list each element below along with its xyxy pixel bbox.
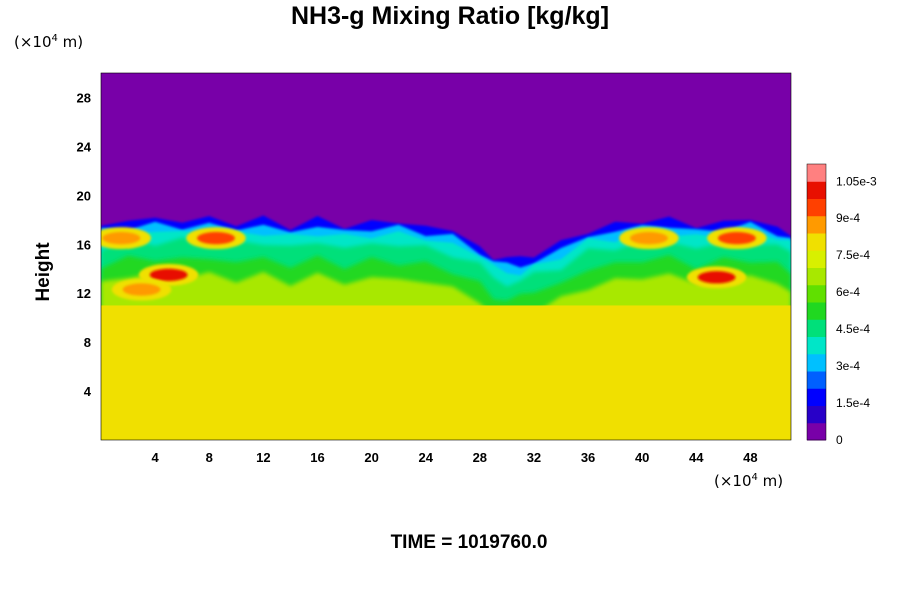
colorbar-swatch [807, 302, 826, 320]
colorbar: 0 1.5e-4 3e-4 4.5e-4 6e-4 7.5e-4 9e-4 1.05e-3 [806, 163, 877, 447]
colorbar-swatch [807, 198, 826, 217]
x-tick-label: 40 [635, 450, 649, 465]
high-value-patch [149, 268, 188, 281]
x-tick-label: 4 [152, 450, 160, 465]
x-tick-labels: 4 8 12 16 20 24 28 32 36 40 44 48 [152, 450, 758, 465]
x-tick-label: 20 [364, 450, 378, 465]
high-value-patch [197, 232, 235, 245]
x-tick-label: 8 [206, 450, 213, 465]
y-tick-label: 4 [84, 384, 92, 399]
high-value-patch [122, 283, 161, 296]
colorbar-swatch [807, 267, 826, 286]
high-value-patch [717, 232, 756, 245]
x-tick-label: 36 [581, 450, 595, 465]
colorbar-swatch [807, 181, 826, 199]
y-tick-label: 28 [77, 90, 91, 105]
colorbar-swatch [807, 388, 826, 406]
y-tick-label: 24 [77, 139, 92, 154]
y-tick-label: 16 [77, 237, 91, 252]
colorbar-tick-label: 3e-4 [836, 359, 860, 373]
chart-title: NH3-g Mixing Ratio [kg/kg] [290, 2, 610, 30]
high-value-patch [630, 232, 668, 245]
colorbar-swatch [807, 233, 826, 251]
x-tick-label: 16 [310, 450, 324, 465]
colorbar-tick-label: 4.5e-4 [836, 322, 870, 336]
x-tick-label: 48 [743, 450, 757, 465]
time-label: TIME = 1019760.0 [390, 532, 548, 553]
colorbar-tick-label: 1.5e-4 [836, 396, 870, 410]
plot-frame [100, 72, 792, 441]
colorbar-swatch [807, 319, 826, 337]
x-tick-label: 12 [256, 450, 270, 465]
colorbar-swatch [807, 353, 826, 372]
colorbar-swatch [807, 164, 826, 182]
high-value-patch [102, 232, 141, 245]
x-tick-label: 32 [527, 450, 541, 465]
y-tick-label: 12 [77, 286, 91, 301]
colorbar-swatch [807, 405, 826, 424]
x-tick-label: 44 [689, 450, 704, 465]
x-axis-unit: (×104 m) [714, 472, 784, 490]
x-tick-label: 24 [418, 450, 433, 465]
colorbar-swatch [807, 336, 826, 355]
lower-region [101, 305, 791, 440]
y-tick-label: 8 [84, 335, 91, 350]
colorbar-tick-label: 7.5e-4 [836, 248, 870, 262]
y-tick-label: 20 [77, 188, 91, 203]
plot-area [101, 73, 791, 440]
high-value-patch [697, 271, 736, 284]
colorbar-swatch [807, 215, 826, 234]
colorbar-swatch [807, 250, 826, 268]
colorbar-tick-label: 0 [836, 433, 843, 447]
x-tick-label: 28 [473, 450, 487, 465]
colorbar-frame [806, 163, 827, 441]
y-tick-labels: 4 8 12 16 20 24 28 [77, 90, 92, 399]
y-axis-unit: (×104 m) [14, 33, 84, 51]
colorbar-swatch [807, 284, 826, 303]
colorbar-swatch [807, 371, 826, 389]
colorbar-swatch [807, 422, 826, 441]
colorbar-tick-label: 6e-4 [836, 285, 860, 299]
colorbar-tick-label: 1.05e-3 [836, 174, 877, 188]
colorbar-tick-label: 9e-4 [836, 211, 860, 225]
